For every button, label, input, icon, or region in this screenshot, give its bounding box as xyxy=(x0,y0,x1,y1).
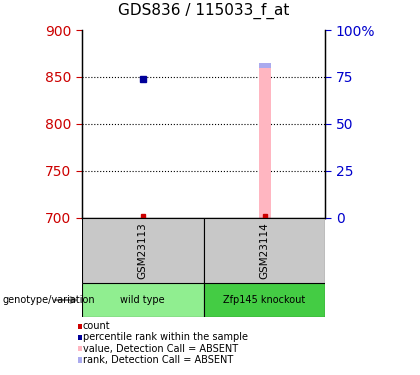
Bar xyxy=(204,217,326,283)
Bar xyxy=(204,283,326,317)
Text: genotype/variation: genotype/variation xyxy=(2,295,95,305)
Text: percentile rank within the sample: percentile rank within the sample xyxy=(83,333,248,342)
Text: count: count xyxy=(83,321,110,331)
Bar xyxy=(82,217,204,283)
Text: wild type: wild type xyxy=(121,295,165,305)
Text: GSM23113: GSM23113 xyxy=(138,222,148,279)
Text: GDS836 / 115033_f_at: GDS836 / 115033_f_at xyxy=(118,3,289,19)
Text: GSM23114: GSM23114 xyxy=(260,222,270,279)
Text: rank, Detection Call = ABSENT: rank, Detection Call = ABSENT xyxy=(83,355,233,365)
Text: Zfp145 knockout: Zfp145 knockout xyxy=(223,295,306,305)
Bar xyxy=(82,283,204,317)
Text: value, Detection Call = ABSENT: value, Detection Call = ABSENT xyxy=(83,344,238,354)
